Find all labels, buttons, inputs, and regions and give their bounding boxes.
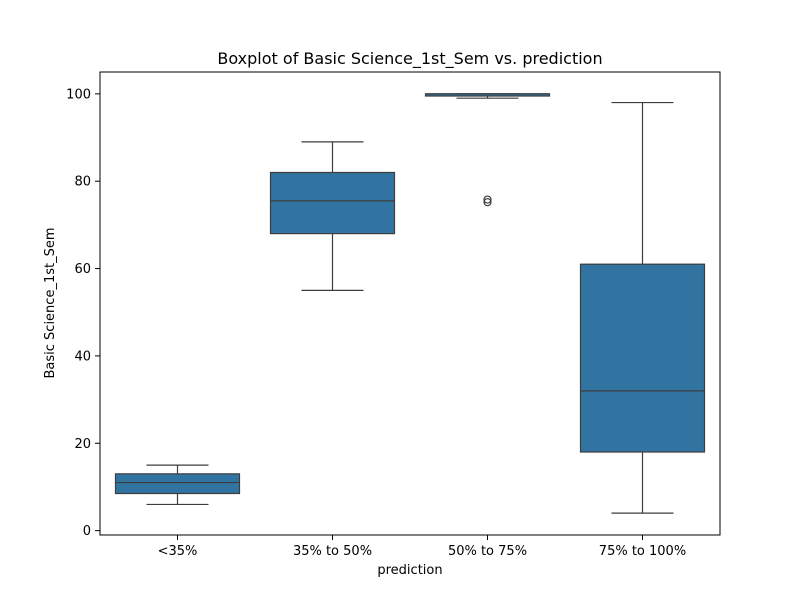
x-tick-label: 35% to 50% <box>293 544 372 559</box>
y-tick-label: 20 <box>74 437 91 452</box>
box-group <box>269 141 396 291</box>
y-tick-label: 80 <box>74 175 91 190</box>
plot-area <box>114 93 706 514</box>
plot-frame <box>99 71 721 536</box>
x-axis: <35% 35% to 50% 50% to 75% 75% to 100% <box>158 535 686 559</box>
outlier-point <box>483 195 492 204</box>
outlier-point <box>483 198 492 207</box>
box <box>269 171 396 235</box>
box-group <box>114 464 241 506</box>
x-axis-label: prediction <box>377 563 442 578</box>
y-tick-label: 100 <box>66 87 91 102</box>
y-axis: 0 20 40 60 80 100 <box>66 87 100 539</box>
x-tick-label: <35% <box>158 544 198 559</box>
y-axis-label: Basic Science_1st_Sem <box>43 228 58 379</box>
box <box>114 473 241 495</box>
box-group <box>424 93 551 207</box>
box-group <box>579 101 706 514</box>
box <box>579 263 706 453</box>
chart-title: Boxplot of Basic Science_1st_Sem vs. pre… <box>217 49 602 69</box>
y-tick-label: 60 <box>74 262 91 277</box>
y-tick-label: 40 <box>74 349 91 364</box>
y-tick-label: 0 <box>83 524 91 539</box>
x-tick-label: 50% to 75% <box>448 544 527 559</box>
x-tick-label: 75% to 100% <box>599 544 686 559</box>
